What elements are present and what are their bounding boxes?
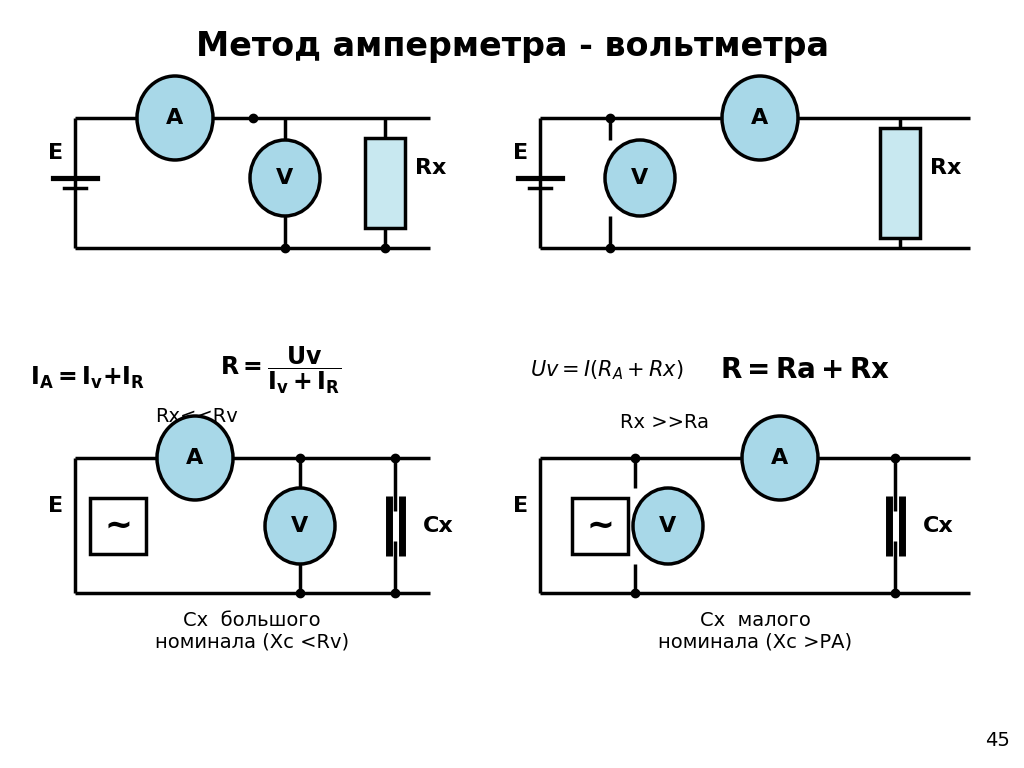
Text: Сх  малого
номинала (Хс >РА): Сх малого номинала (Хс >РА) — [658, 611, 852, 652]
Text: A: A — [166, 108, 183, 128]
Text: $\mathbf{I_A{=}I_v{+}I_R}$: $\mathbf{I_A{=}I_v{+}I_R}$ — [30, 365, 145, 391]
Text: $Uv = I(R_A + Rx)$: $Uv = I(R_A + Rx)$ — [530, 358, 683, 382]
Text: V: V — [632, 168, 648, 188]
Text: ~: ~ — [104, 509, 132, 542]
Text: $\mathbf{R = \dfrac{Uv}{I_v + I_R}}$: $\mathbf{R = \dfrac{Uv}{I_v + I_R}}$ — [220, 344, 341, 396]
Ellipse shape — [722, 76, 798, 160]
Text: Метод амперметра - вольтметра: Метод амперметра - вольтметра — [196, 30, 828, 63]
Text: Rx<<Rv: Rx<<Rv — [155, 406, 238, 425]
FancyBboxPatch shape — [365, 138, 406, 228]
Text: 45: 45 — [985, 731, 1010, 750]
Ellipse shape — [633, 488, 703, 564]
Text: $\mathbf{R = Ra + Rx}$: $\mathbf{R = Ra + Rx}$ — [720, 356, 891, 384]
Text: E: E — [48, 496, 63, 516]
Ellipse shape — [265, 488, 335, 564]
Text: Rx: Rx — [930, 158, 962, 178]
Ellipse shape — [605, 140, 675, 216]
Text: V: V — [292, 516, 308, 536]
Text: E: E — [513, 143, 528, 163]
FancyBboxPatch shape — [90, 498, 146, 554]
Text: E: E — [513, 496, 528, 516]
Text: Cx: Cx — [923, 516, 953, 536]
Text: A: A — [771, 448, 788, 468]
Text: Rx >>Ra: Rx >>Ra — [620, 413, 709, 432]
Ellipse shape — [157, 416, 233, 500]
Text: Rx: Rx — [415, 158, 446, 178]
FancyBboxPatch shape — [880, 128, 920, 238]
Text: A: A — [186, 448, 204, 468]
Text: ~: ~ — [586, 509, 614, 542]
Text: V: V — [276, 168, 294, 188]
Ellipse shape — [137, 76, 213, 160]
Text: E: E — [48, 143, 63, 163]
Ellipse shape — [742, 416, 818, 500]
Text: A: A — [752, 108, 769, 128]
Text: Cx: Cx — [423, 516, 454, 536]
Text: V: V — [659, 516, 677, 536]
Ellipse shape — [250, 140, 319, 216]
FancyBboxPatch shape — [572, 498, 628, 554]
Text: Сх  большого
номинала (Хс <Rv): Сх большого номинала (Хс <Rv) — [155, 611, 349, 652]
